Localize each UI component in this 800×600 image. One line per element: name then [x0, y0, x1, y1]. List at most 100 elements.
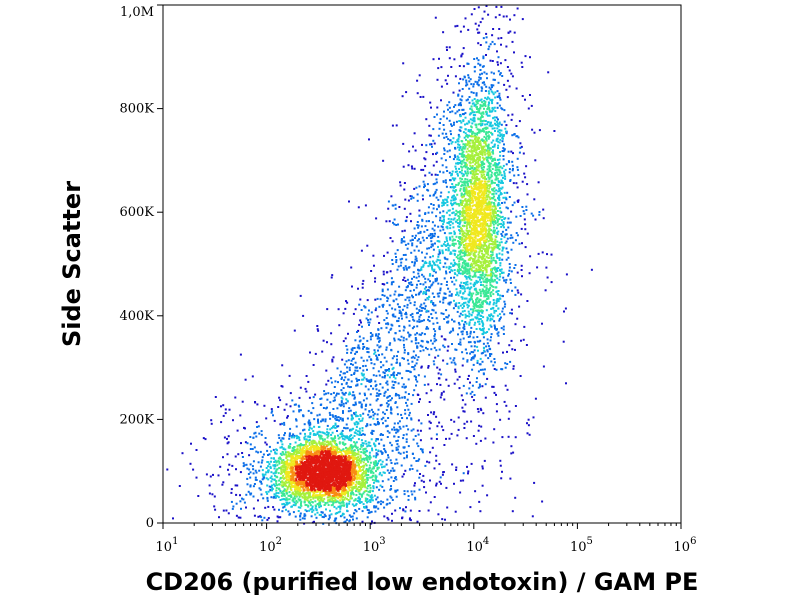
density-point [482, 55, 485, 58]
density-point [355, 366, 358, 369]
density-point [376, 453, 379, 456]
density-point [454, 104, 457, 107]
density-point [477, 84, 480, 87]
density-point [440, 225, 443, 228]
density-point [385, 317, 388, 319]
density-point [470, 125, 473, 128]
density-point [403, 305, 406, 308]
density-point [372, 387, 375, 390]
density-point [378, 393, 381, 396]
density-point [298, 405, 301, 408]
density-point [370, 494, 373, 497]
density-point [398, 306, 401, 309]
density-point [457, 305, 460, 308]
density-point [465, 352, 468, 355]
density-point [456, 173, 459, 175]
density-point [406, 278, 409, 281]
density-point [350, 497, 353, 500]
density-point [491, 189, 494, 192]
density-point [501, 219, 503, 222]
density-point [464, 123, 466, 126]
density-point [366, 509, 369, 511]
density-point [342, 402, 345, 405]
density-point [492, 84, 495, 87]
density-point [452, 137, 455, 140]
density-point [276, 464, 279, 467]
density-point [416, 224, 419, 227]
density-point [405, 216, 408, 219]
density-point [457, 333, 459, 336]
density-point [413, 132, 416, 135]
density-point [455, 288, 458, 291]
density-point [208, 484, 211, 487]
density-point [300, 500, 303, 503]
density-point [387, 400, 390, 402]
density-point [386, 369, 389, 371]
density-point [460, 281, 463, 284]
density-point [466, 378, 469, 380]
density-point [486, 96, 489, 99]
density-point [312, 497, 315, 500]
density-point [401, 308, 404, 311]
density-point [493, 361, 496, 364]
density-point [493, 157, 496, 160]
density-point [447, 222, 450, 225]
density-point [451, 196, 453, 199]
density-point [476, 138, 479, 141]
density-point [430, 437, 433, 440]
density-point [446, 349, 449, 352]
density-point [482, 333, 484, 336]
density-point [298, 410, 301, 413]
density-point [496, 218, 499, 221]
density-point [305, 510, 308, 513]
density-point [488, 45, 491, 48]
density-point [491, 160, 494, 162]
density-point [376, 496, 379, 499]
density-point [467, 258, 470, 261]
density-point [538, 213, 541, 216]
density-point [496, 50, 498, 53]
density-point [311, 507, 314, 510]
density-point [316, 414, 319, 417]
density-point [476, 281, 478, 284]
density-point [469, 172, 472, 175]
density-point [375, 399, 378, 402]
density-point [463, 427, 466, 429]
density-point [493, 220, 496, 223]
density-point [443, 218, 445, 221]
density-point [511, 236, 514, 239]
density-point [483, 119, 485, 122]
density-point [385, 369, 388, 372]
density-point [516, 168, 519, 171]
density-point [273, 495, 276, 498]
density-point [459, 30, 462, 33]
density-point [470, 292, 472, 295]
density-point [501, 234, 504, 237]
density-point [493, 181, 496, 184]
density-point [333, 505, 336, 508]
density-point [488, 260, 491, 262]
density-point [453, 194, 455, 197]
density-point [361, 465, 364, 468]
density-point [522, 338, 525, 341]
density-point [520, 293, 523, 296]
density-point [484, 96, 487, 99]
density-point [495, 393, 497, 396]
density-point [482, 316, 485, 319]
density-point [433, 229, 436, 232]
density-point [264, 506, 267, 509]
density-point [499, 171, 501, 174]
density-point [436, 277, 438, 280]
density-point [429, 101, 432, 104]
density-point [296, 437, 298, 440]
density-point [498, 92, 501, 95]
density-point [487, 161, 490, 164]
density-point [362, 343, 365, 345]
density-point [366, 493, 369, 496]
density-point [378, 340, 380, 343]
density-point [513, 133, 516, 135]
density-point [480, 257, 483, 260]
density-point [432, 128, 435, 131]
density-point [404, 469, 407, 472]
density-point [308, 436, 311, 439]
